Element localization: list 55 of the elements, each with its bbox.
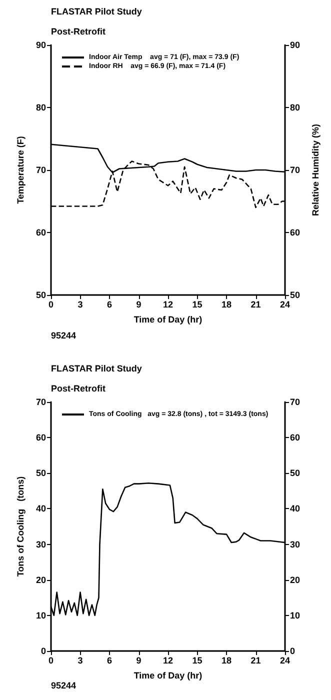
chart-subtitle: Post-Retrofit	[51, 384, 106, 394]
x-tick-label: 24	[280, 300, 290, 310]
y2-tick-label: 40	[290, 504, 300, 514]
x-tick-label: 9	[136, 656, 142, 666]
chart-title: FLASTAR Pilot Study	[51, 364, 142, 374]
y-tick-label: 20	[36, 574, 46, 585]
y2-tick-label: 20	[290, 574, 300, 585]
x-tick-label: 9	[136, 300, 142, 310]
y2-tick-label: 50	[290, 290, 300, 300]
x-tick-label: 0	[48, 656, 54, 666]
y-tick-label: 30	[36, 539, 46, 550]
text: 95244	[51, 330, 76, 340]
y-tick-label: 10	[36, 610, 46, 620]
x-tick-label: 15	[192, 300, 202, 310]
x-axis-title: Time of Day (hr)	[134, 314, 202, 324]
x-tick-label: 12	[162, 656, 174, 666]
y-tick-label: 40	[36, 504, 46, 514]
x-tick-label: 15	[192, 656, 202, 666]
y-tick-label: 60	[36, 432, 46, 443]
y2-tick-label: 80	[290, 102, 300, 112]
y-tick-label: 60	[36, 228, 46, 238]
x-tick-label: 18	[221, 300, 232, 310]
x-tick-label: 3	[78, 656, 83, 666]
y-tick-label: 50	[36, 468, 46, 478]
y2-tick-label: 70	[290, 165, 300, 175]
x-tick-label: 3	[78, 300, 83, 310]
y-tick-label: 70	[36, 397, 46, 407]
y2-tick-label: 60	[290, 432, 300, 443]
y2-tick-label: 0	[290, 646, 296, 656]
y2-tick-label: 30	[290, 539, 300, 550]
x-tick-label: 6	[106, 656, 112, 666]
y-axis-title: Temperature (F)	[16, 136, 26, 204]
y2-tick-label: 10	[290, 610, 300, 620]
y-tick-label: 90	[36, 40, 46, 50]
y2-axis-title: Relative Humidity (%)	[310, 124, 320, 216]
x-axis-title: Time of Day (hr)	[134, 670, 202, 680]
y-tick-label: 50	[36, 290, 46, 300]
text: 95244	[51, 680, 76, 690]
y2-tick-label: 90	[290, 40, 300, 50]
x-tick-label: 24	[280, 656, 290, 666]
x-tick-label: 12	[162, 300, 174, 310]
y-tick-label: 70	[36, 165, 46, 175]
y-axis-title: Tons of Cooling (tons)	[16, 476, 26, 577]
x-tick-label: 21	[250, 300, 261, 310]
chart-title: FLASTAR Pilot Study	[51, 6, 142, 16]
x-tick-label: 21	[250, 656, 261, 666]
x-tick-label: 6	[106, 300, 112, 310]
y2-tick-label: 60	[290, 228, 300, 238]
y-tick-label: 80	[36, 102, 46, 112]
y2-tick-label: 50	[290, 468, 300, 478]
x-tick-label: 18	[221, 656, 232, 666]
chart-subtitle: Post-Retrofit	[51, 26, 106, 36]
y2-tick-label: 70	[290, 397, 300, 407]
x-tick-label: 0	[48, 300, 54, 310]
y-tick-label: 0	[40, 646, 46, 656]
